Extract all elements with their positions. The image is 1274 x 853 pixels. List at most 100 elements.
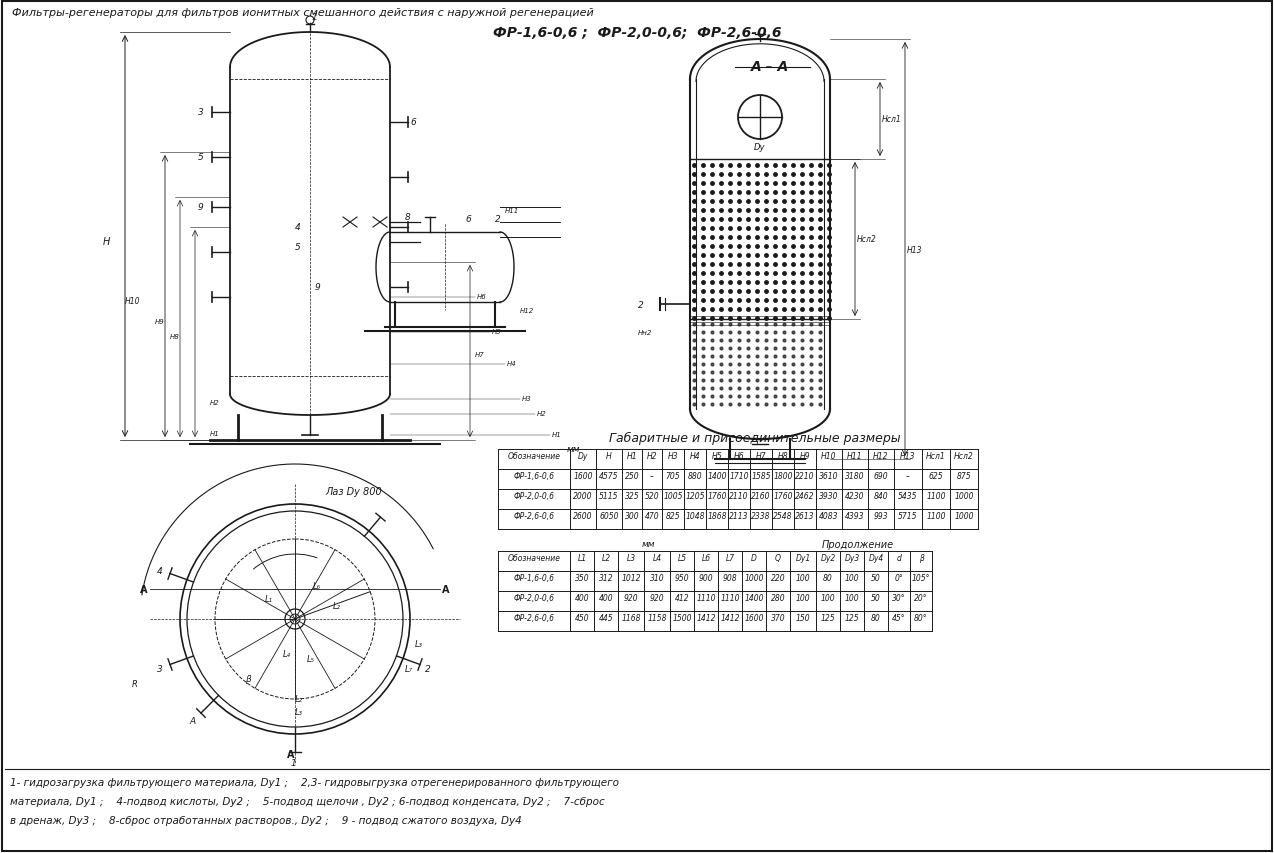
Text: H2: H2 [538,410,547,416]
Text: 5: 5 [296,243,301,252]
Text: 100: 100 [796,573,810,583]
Text: H12: H12 [520,308,534,314]
Text: Нсл1: Нсл1 [926,451,945,461]
Text: 1110: 1110 [720,594,740,602]
Text: 4083: 4083 [819,512,838,520]
Text: 45°: 45° [892,613,906,623]
Text: H7: H7 [475,351,484,357]
Text: 1868: 1868 [707,512,726,520]
Text: Нн2: Нн2 [638,329,652,335]
Text: 6: 6 [410,118,415,127]
Text: 520: 520 [645,491,660,501]
Text: 2: 2 [638,300,643,310]
Text: 250: 250 [624,472,640,480]
Text: 80: 80 [823,573,833,583]
Text: 2113: 2113 [729,512,749,520]
Text: 1500: 1500 [673,613,692,623]
Text: 950: 950 [675,573,689,583]
Text: Нсл2: Нсл2 [954,451,973,461]
Text: 310: 310 [650,573,664,583]
Text: 690: 690 [874,472,888,480]
Text: 1: 1 [312,13,317,22]
Text: 0°: 0° [894,573,903,583]
Text: H11: H11 [847,451,862,461]
Text: мм: мм [566,444,580,454]
Text: материала, Dy1 ;    4-подвод кислоты, Dy2 ;    5-подвод щелочи , Dy2 ; 6-подвод : материала, Dy1 ; 4-подвод кислоты, Dy2 ;… [10,796,605,806]
Text: L6: L6 [702,554,711,562]
Text: β: β [919,554,924,562]
Text: 1585: 1585 [752,472,771,480]
Text: Продолжение: Продолжение [822,539,894,549]
Text: 80°: 80° [915,613,927,623]
Text: D: D [752,554,757,562]
Text: H9: H9 [155,319,166,325]
Text: 100: 100 [820,594,836,602]
Text: 125: 125 [845,613,859,623]
Text: 8: 8 [405,212,410,222]
Text: 1412: 1412 [720,613,740,623]
Text: 1005: 1005 [664,491,683,501]
Text: 1168: 1168 [622,613,641,623]
Text: L7: L7 [725,554,735,562]
Text: 2462: 2462 [795,491,815,501]
Text: 2600: 2600 [573,512,592,520]
Text: 840: 840 [874,491,888,501]
Text: 2000: 2000 [573,491,592,501]
Text: 105°: 105° [912,573,930,583]
Text: ФР-2,6-0,6: ФР-2,6-0,6 [513,613,554,623]
Text: H13: H13 [907,246,922,255]
Text: H5: H5 [492,328,502,334]
Text: L2: L2 [601,554,610,562]
Text: Обозначение: Обозначение [507,451,561,461]
Text: H3: H3 [668,451,678,461]
Text: 993: 993 [874,512,888,520]
Text: H6: H6 [734,451,744,461]
Text: 1000: 1000 [954,491,973,501]
Text: 900: 900 [698,573,713,583]
Text: 150: 150 [796,613,810,623]
Text: 2548: 2548 [773,512,792,520]
Text: 920: 920 [624,594,638,602]
Text: H10: H10 [822,451,837,461]
Text: 4393: 4393 [845,512,865,520]
Text: 80: 80 [871,613,880,623]
Text: ФР-2,0-0,6: ФР-2,0-0,6 [513,594,554,602]
Text: Обозначение: Обозначение [507,554,561,562]
Text: 5115: 5115 [599,491,619,501]
Text: 9: 9 [315,282,321,292]
Text: A: A [442,584,450,595]
Text: 1400: 1400 [707,472,726,480]
Text: L1: L1 [577,554,586,562]
Text: 1012: 1012 [622,573,641,583]
Text: 1048: 1048 [685,512,705,520]
Text: 2: 2 [426,664,431,673]
Text: H3: H3 [522,396,531,402]
Text: H1: H1 [210,431,219,437]
Text: 705: 705 [666,472,680,480]
Text: β: β [245,674,251,683]
Text: 220: 220 [771,573,785,583]
Text: 1000: 1000 [744,573,763,583]
Text: –: – [906,472,910,480]
Text: Нсл1: Нсл1 [882,115,902,124]
Text: Dy4: Dy4 [869,554,884,562]
Text: 1205: 1205 [685,491,705,501]
Text: 3610: 3610 [819,472,838,480]
Text: 280: 280 [771,594,785,602]
Text: H4: H4 [507,361,517,367]
Text: 1: 1 [290,758,297,767]
Text: 400: 400 [599,594,613,602]
Text: 1- гидрозагрузка фильтрующего материала, Dy1 ;    2,3- гидровыгрузка отрегенерир: 1- гидрозагрузка фильтрующего материала,… [10,777,619,787]
Text: 1800: 1800 [773,472,792,480]
Text: 5435: 5435 [898,491,917,501]
Text: Dy3: Dy3 [845,554,860,562]
Text: 2110: 2110 [729,491,749,501]
Text: H6: H6 [476,293,487,299]
Text: 880: 880 [688,472,702,480]
Text: 5715: 5715 [898,512,917,520]
Text: 3180: 3180 [845,472,865,480]
Text: 100: 100 [845,573,859,583]
Text: 2160: 2160 [752,491,771,501]
Text: L₃: L₃ [296,707,303,717]
Text: H5: H5 [712,451,722,461]
